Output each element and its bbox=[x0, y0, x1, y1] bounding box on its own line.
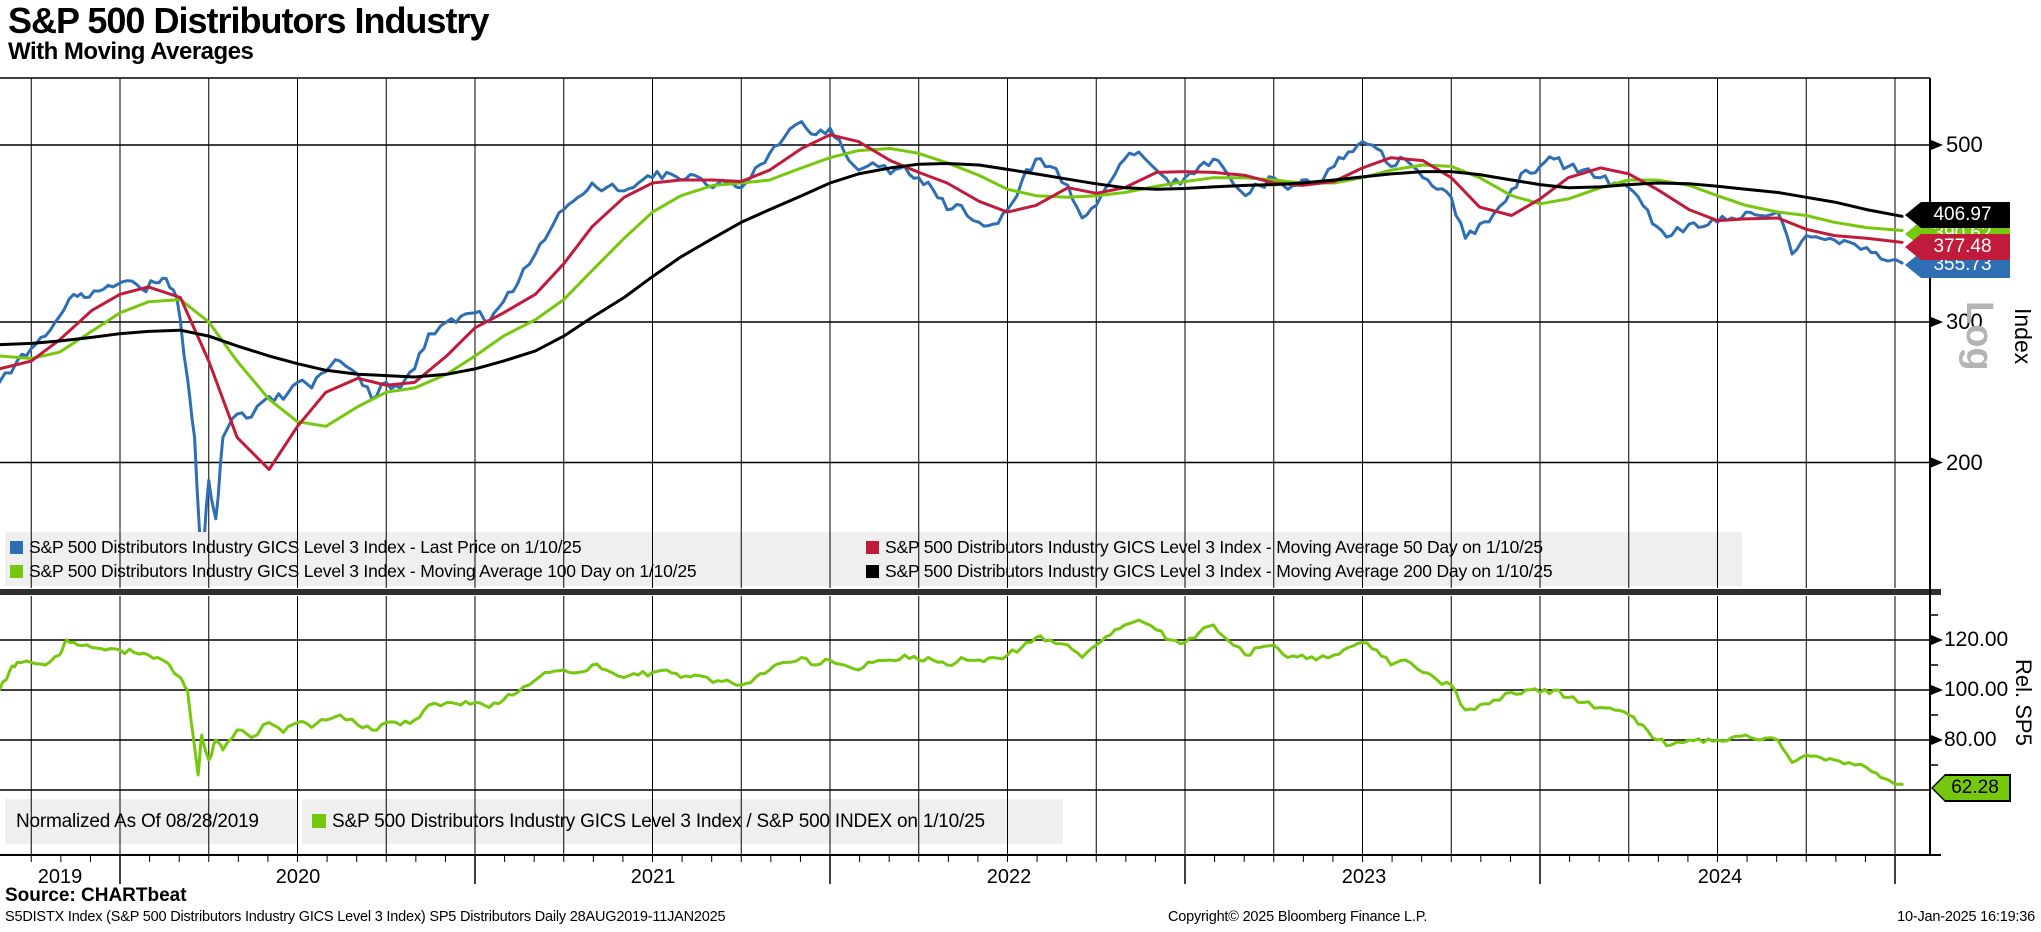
lower-ytick-100: 100.00 bbox=[1944, 678, 2009, 701]
legend-item-relative[interactable]: S&P 500 Distributors Industry GICS Level… bbox=[312, 810, 985, 834]
xaxis-year-2024: 2024 bbox=[1697, 866, 1743, 888]
log-scale-label: Log bbox=[1958, 301, 2000, 371]
legend-item-ma100[interactable]: S&P 500 Distributors Industry GICS Level… bbox=[10, 561, 697, 581]
xaxis-year-2019: 2019 bbox=[37, 866, 83, 888]
legend-item-ma50[interactable]: S&P 500 Distributors Industry GICS Level… bbox=[866, 537, 1543, 557]
lower-ytick-80: 80.00 bbox=[1944, 728, 1997, 751]
xaxis-year-2021: 2021 bbox=[630, 866, 676, 888]
main-axis-title: Index bbox=[2010, 308, 2036, 365]
relative-value-badge: 62.28 bbox=[1931, 774, 2011, 802]
ma100-swatch-icon bbox=[10, 565, 23, 578]
ma50-swatch-icon bbox=[866, 541, 879, 554]
legend-label: S&P 500 Distributors Industry GICS Level… bbox=[29, 561, 697, 581]
page-title: S&P 500 Distributors Industry bbox=[8, 0, 489, 41]
main-ytick-500: 500 bbox=[1946, 132, 1983, 157]
xaxis-year-2022: 2022 bbox=[986, 866, 1032, 888]
source-label: Source: CHARTbeat bbox=[5, 885, 187, 906]
relative-legend-background bbox=[302, 799, 1063, 844]
timestamp: 10-Jan-2025 16:19:36 bbox=[1897, 909, 2035, 925]
lower-ytick-120: 120.00 bbox=[1944, 628, 2009, 651]
main-ytick-300: 300 bbox=[1946, 309, 1983, 334]
relative-value-badge-text: 62.28 bbox=[1933, 776, 2009, 800]
legend-label: S&P 500 Distributors Industry GICS Level… bbox=[885, 561, 1553, 581]
ma200-price-badge: 406.97 bbox=[1905, 202, 2010, 228]
legend-label: S&P 500 Distributors Industry GICS Level… bbox=[29, 537, 582, 557]
xaxis-year-2023: 2023 bbox=[1341, 866, 1387, 888]
relative-swatch-icon bbox=[312, 814, 326, 828]
ticker-description: S5DISTX Index (S&P 500 Distributors Indu… bbox=[5, 909, 726, 925]
legend-label: S&P 500 Distributors Industry GICS Level… bbox=[885, 537, 1543, 557]
legend-label: S&P 500 Distributors Industry GICS Level… bbox=[332, 811, 985, 832]
normalized-label-background bbox=[5, 799, 297, 844]
legend-item-ma200[interactable]: S&P 500 Distributors Industry GICS Level… bbox=[866, 561, 1553, 581]
page-subtitle: With Moving Averages bbox=[8, 38, 254, 65]
normalized-as-of-label: Normalized As Of 08/28/2019 bbox=[16, 811, 259, 832]
legend-item-last-price[interactable]: S&P 500 Distributors Industry GICS Level… bbox=[10, 537, 582, 557]
lower-axis-title: Rel. SP5 bbox=[2011, 659, 2036, 746]
ma50-price-badge: 377.48 bbox=[1905, 234, 2010, 260]
ma200-swatch-icon bbox=[866, 565, 879, 578]
last-price-swatch-icon bbox=[10, 541, 23, 554]
main-ytick-200: 200 bbox=[1946, 450, 1983, 475]
xaxis-year-2020: 2020 bbox=[275, 866, 321, 888]
copyright-notice: Copyright© 2025 Bloomberg Finance L.P. bbox=[1168, 909, 1428, 925]
